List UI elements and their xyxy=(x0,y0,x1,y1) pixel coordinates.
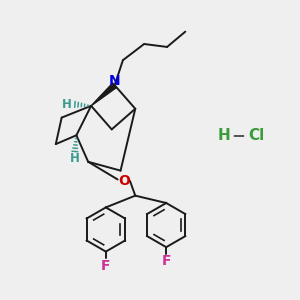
Text: O: O xyxy=(118,174,130,188)
Text: H: H xyxy=(217,128,230,143)
Text: F: F xyxy=(161,254,171,268)
Text: H: H xyxy=(70,152,80,165)
Text: Cl: Cl xyxy=(248,128,264,143)
Text: F: F xyxy=(101,259,111,273)
Text: −: − xyxy=(231,126,245,144)
Text: N: N xyxy=(109,74,121,88)
Polygon shape xyxy=(91,83,117,106)
Text: H: H xyxy=(62,98,72,111)
